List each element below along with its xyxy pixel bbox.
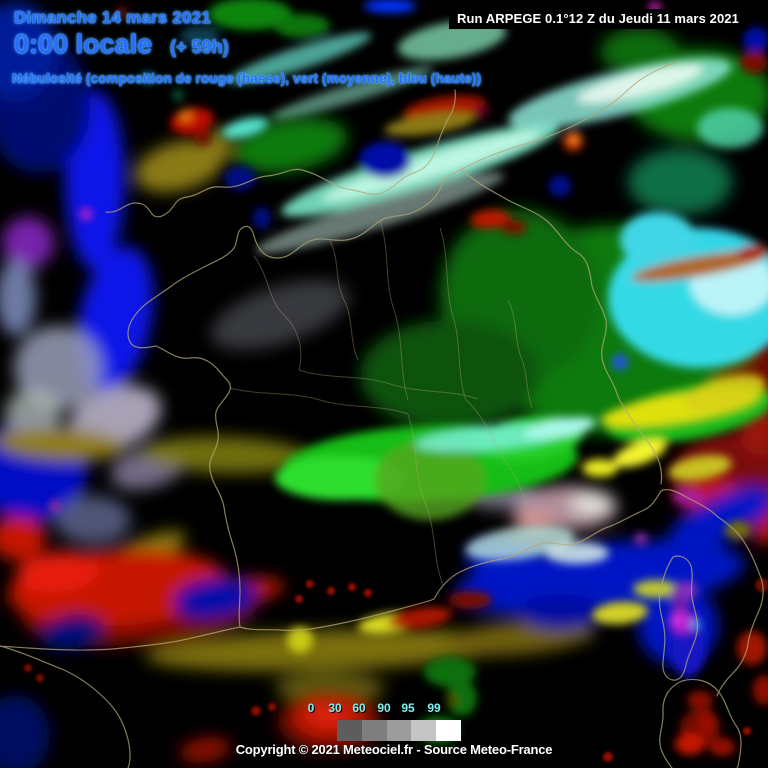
run-info-label: Run ARPEGE 0.1°12 Z du Jeudi 11 mars 202…: [449, 9, 747, 29]
scale-color-box: [411, 720, 437, 741]
scale-color-box: [361, 720, 387, 741]
scale-tick-label: 90: [377, 701, 391, 715]
scale-tick-label: 0: [307, 701, 315, 715]
scale-color-box: [386, 720, 412, 741]
scale-tick-label: 99: [427, 701, 441, 715]
cloud-layer-accents: [50, 0, 768, 756]
department-borders: [229, 220, 539, 586]
cloud-scale-boxes: [337, 720, 461, 741]
cloud-layer-specks: [24, 578, 768, 762]
copyright-label: Copyright © 2021 Meteociel.fr - Source M…: [235, 742, 553, 757]
scale-color-box: [436, 720, 461, 741]
scale-tick-label: 30: [328, 701, 342, 715]
scale-tick-label: 95: [401, 701, 415, 715]
scale-color-box: [337, 720, 362, 741]
coastline-borders: [0, 61, 764, 768]
scale-tick-label: 60: [352, 701, 366, 715]
